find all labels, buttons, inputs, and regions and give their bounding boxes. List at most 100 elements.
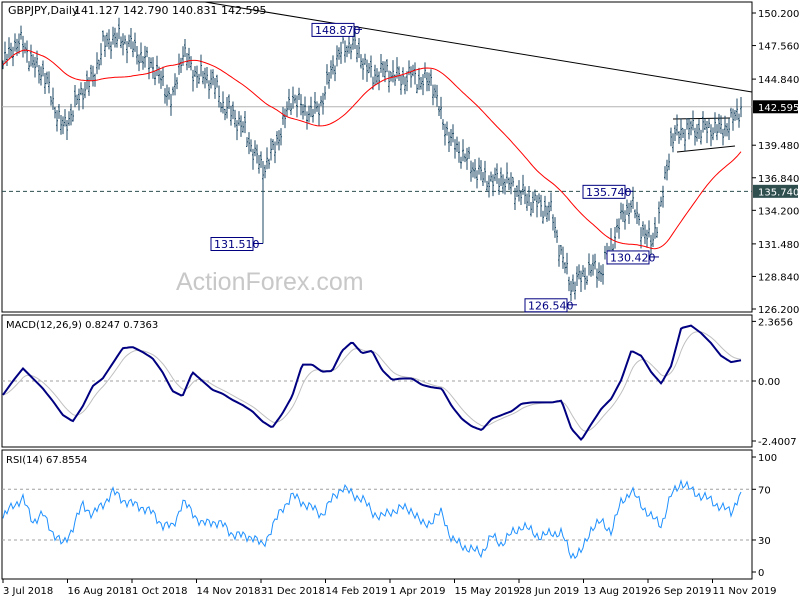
price-bar [124, 35, 126, 45]
price-bar [672, 133, 674, 153]
price-bar [484, 160, 486, 183]
price-bar [584, 267, 586, 290]
consolidation-lower-line[interactable] [676, 145, 736, 153]
price-bar [376, 68, 378, 85]
price-bar [556, 229, 558, 243]
price-bar [282, 106, 284, 125]
price-bar [382, 61, 384, 78]
price-bar [720, 115, 722, 134]
rsi-tick-label: 70 [758, 485, 771, 496]
price-bar [160, 70, 162, 89]
price-bar [524, 186, 526, 205]
price-bar [360, 54, 362, 69]
price-bar [314, 92, 316, 114]
annotation-label: 135.740 [586, 186, 632, 199]
price-bar [496, 163, 498, 184]
price-bar [534, 189, 536, 201]
price-bar [410, 66, 412, 88]
macd-main-line [2, 324, 742, 441]
price-bar [8, 37, 10, 59]
price-bar [146, 46, 148, 58]
price-bar [172, 86, 174, 96]
price-tick-label: 144.840 [758, 75, 799, 86]
price-bar [598, 262, 600, 281]
price-bar [242, 121, 244, 133]
price-bar [614, 226, 616, 249]
price-bar [540, 194, 542, 217]
price-bar [364, 53, 366, 65]
price-bar [630, 200, 632, 213]
date-tick-label: 28 Jun 2019 [519, 586, 579, 597]
price-bar [654, 217, 656, 239]
price-bar [690, 120, 692, 136]
price-bar [294, 94, 296, 104]
price-bar [638, 213, 640, 226]
date-tick-label: 16 Aug 2018 [68, 586, 132, 597]
price-bar [416, 84, 418, 94]
price-bar [734, 109, 736, 121]
price-bar [74, 85, 76, 108]
price-annotation-low[interactable]: 130.420 [606, 250, 659, 265]
price-bar [118, 17, 120, 40]
rsi-panel [1, 449, 753, 580]
price-bar [424, 62, 426, 79]
price-bar [30, 44, 32, 67]
price-bar [264, 164, 266, 179]
price-bar [60, 114, 62, 135]
price-bar [130, 28, 132, 50]
price-bar [288, 88, 290, 111]
price-bar [718, 113, 720, 133]
price-bar [66, 119, 68, 140]
price-bar [616, 218, 618, 233]
price-bar [532, 191, 534, 214]
price-bar [428, 72, 430, 92]
price-bar [592, 254, 594, 276]
descending-trendline[interactable] [204, 1, 753, 93]
price-annotation-low[interactable]: 126.540 [524, 298, 577, 313]
price-bar [42, 60, 44, 77]
price-bar [404, 76, 406, 95]
price-bar [704, 118, 706, 131]
price-bar [516, 185, 518, 197]
price-bar [420, 77, 422, 90]
price-bar [106, 32, 108, 47]
price-bar [280, 128, 282, 146]
price-bar [194, 66, 196, 77]
price-bar [80, 82, 82, 96]
price-bar [10, 42, 12, 59]
price-annotation-high[interactable]: 135.740 [582, 184, 633, 199]
price-annotation-high[interactable]: 148.870 [311, 22, 362, 37]
date-tick-label: 26 Sep 2019 [648, 586, 711, 597]
date-tick-label: 11 Nov 2019 [713, 586, 777, 597]
price-bar [662, 185, 664, 208]
price-tick-label: 139.480 [758, 141, 799, 152]
price-bar [82, 88, 84, 110]
price-bar [196, 65, 198, 88]
price-bar [128, 34, 130, 48]
price-bar [248, 132, 250, 155]
price-bar [132, 41, 134, 58]
price-bar [688, 117, 690, 140]
price-bar [232, 101, 234, 120]
date-tick-label: 15 May 2019 [455, 586, 520, 597]
price-bar [154, 71, 156, 86]
price-bar [306, 111, 308, 130]
price-bar [558, 244, 560, 267]
price-bar [312, 108, 314, 123]
price-bar [102, 30, 104, 42]
price-annotation-low[interactable]: 131.510 [210, 160, 264, 252]
price-bar [122, 33, 124, 56]
price-bar [104, 35, 106, 57]
price-bar [678, 131, 680, 144]
price-annotations: 148.870 131.510 135.740 130.420 126.540 [210, 22, 659, 313]
price-bar [452, 124, 454, 143]
price-bar [658, 201, 660, 224]
price-bar [384, 61, 386, 83]
price-bar [368, 62, 370, 74]
price-bar [706, 120, 708, 144]
price-bar [732, 108, 734, 131]
date-tick-label: 1 Apr 2019 [390, 586, 445, 597]
price-bar [14, 33, 16, 52]
price-bar [738, 113, 740, 128]
